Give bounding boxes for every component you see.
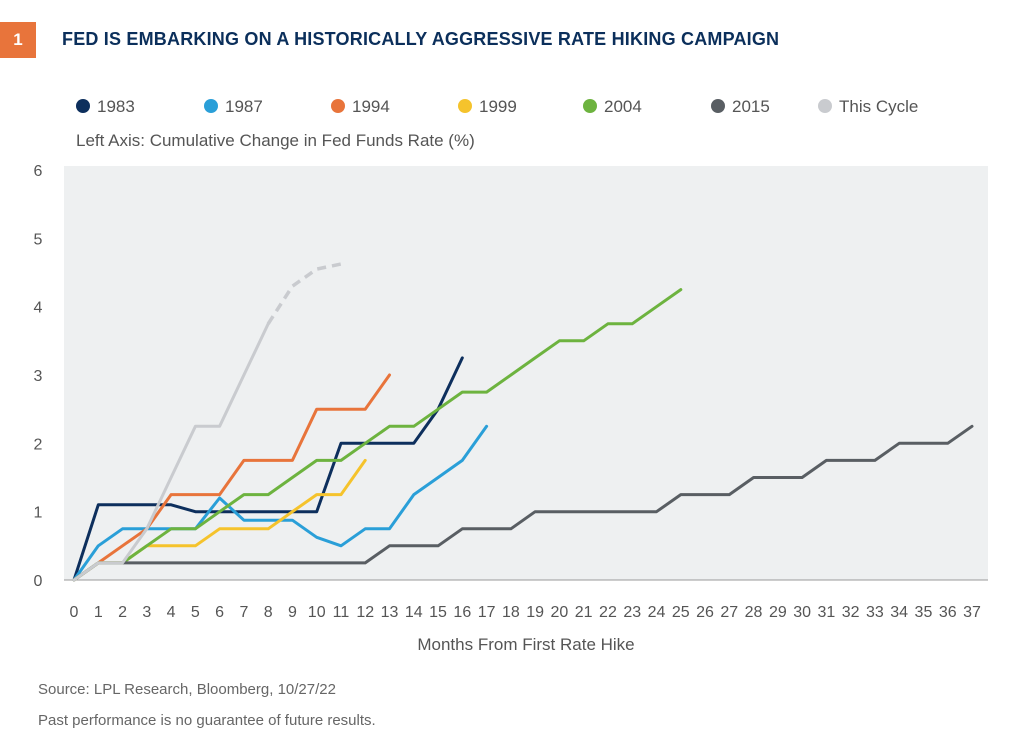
- legend-item-1999: 1999: [458, 97, 517, 116]
- legend-marker: [204, 99, 218, 113]
- x-tick-label: 21: [575, 604, 593, 621]
- x-tick-label: 15: [429, 604, 447, 621]
- y-axis-label: Left Axis: Cumulative Change in Fed Fund…: [76, 131, 475, 150]
- legend-label: This Cycle: [839, 97, 918, 116]
- legend-item-2015: 2015: [711, 97, 770, 116]
- x-tick-label: 27: [720, 604, 738, 621]
- x-tick-label: 18: [502, 604, 520, 621]
- x-tick-label: 12: [356, 604, 374, 621]
- series-line-this-cycle-projected: [266, 262, 342, 325]
- legend-marker: [458, 99, 472, 113]
- y-tick-label: 5: [34, 231, 43, 248]
- x-tick-label: 26: [696, 604, 714, 621]
- x-tick-label: 19: [526, 604, 544, 621]
- legend-label: 2004: [604, 97, 642, 116]
- legend-item-2004: 2004: [583, 97, 642, 116]
- x-tick-label: 30: [793, 604, 811, 621]
- legend-label: 1987: [225, 97, 263, 116]
- x-tick-label: 11: [333, 604, 350, 621]
- x-tick-label: 3: [142, 604, 151, 621]
- disclaimer-note: Past performance is no guarantee of futu…: [38, 712, 376, 729]
- x-tick-label: 4: [167, 604, 176, 621]
- x-tick-label: 8: [264, 604, 273, 621]
- legend-marker: [583, 99, 597, 113]
- x-axis-label: Months From First Rate Hike: [417, 635, 634, 654]
- x-tick-label: 22: [599, 604, 617, 621]
- x-tick-label: 9: [288, 604, 297, 621]
- x-tick-label: 28: [745, 604, 763, 621]
- legend-item-1994: 1994: [331, 97, 390, 116]
- x-tick-label: 23: [623, 604, 641, 621]
- x-tick-label: 13: [381, 604, 399, 621]
- x-tick-label: 34: [890, 604, 908, 621]
- x-tick-label: 14: [405, 604, 423, 621]
- x-tick-label: 33: [866, 604, 884, 621]
- x-tick-label: 31: [817, 604, 835, 621]
- y-axis-ticks: 0 1 2 3 4 5 6: [34, 163, 43, 590]
- series-lines: [72, 262, 974, 582]
- y-tick-label: 4: [34, 300, 43, 317]
- legend-label: 1983: [97, 97, 135, 116]
- x-tick-label: 36: [939, 604, 957, 621]
- legend: 1983 1987 1994 1999 2004 2015 This Cycle: [76, 97, 918, 116]
- series-line-1994: [72, 373, 391, 582]
- x-tick-label: 17: [478, 604, 496, 621]
- x-axis-ticks: 0 1 2 3 4 5 6 7 8 9 10 11 12 13 14 15 16 17 18 19 20 21 22 23 24…: [70, 604, 981, 621]
- source-note: Source: LPL Research, Bloomberg, 10/27/2…: [38, 681, 336, 698]
- x-tick-label: 32: [842, 604, 860, 621]
- x-tick-label: 10: [308, 604, 326, 621]
- x-tick-label: 24: [648, 604, 666, 621]
- legend-marker: [331, 99, 345, 113]
- y-tick-label: 3: [34, 368, 43, 385]
- x-tick-label: 20: [551, 604, 569, 621]
- x-tick-label: 0: [70, 604, 79, 621]
- series-line-2015: [72, 424, 974, 582]
- x-tick-label: 1: [94, 604, 103, 621]
- legend-label: 1994: [352, 97, 390, 116]
- x-tick-label: 16: [453, 604, 471, 621]
- x-tick-label: 5: [191, 604, 200, 621]
- series-line-1983: [72, 356, 464, 582]
- y-tick-label: 6: [34, 163, 43, 180]
- legend-marker: [818, 99, 832, 113]
- chart-title: FED IS EMBARKING ON A HISTORICALLY AGGRE…: [62, 29, 780, 49]
- x-tick-label: 25: [672, 604, 690, 621]
- legend-marker: [711, 99, 725, 113]
- series-line-2004: [72, 288, 683, 582]
- x-tick-label: 35: [915, 604, 933, 621]
- x-tick-label: 2: [118, 604, 127, 621]
- series-line-this-cycle: [72, 322, 270, 582]
- x-tick-label: 7: [239, 604, 248, 621]
- x-tick-label: 6: [215, 604, 224, 621]
- legend-item-1987: 1987: [204, 97, 263, 116]
- y-tick-label: 0: [34, 573, 43, 590]
- legend-item-this-cycle: This Cycle: [818, 97, 918, 116]
- line-chart: 1983 1987 1994 1999 2004 2015 This Cycle Left …: [34, 97, 988, 654]
- y-tick-label: 1: [34, 505, 43, 522]
- y-tick-label: 2: [34, 436, 43, 453]
- legend-item-1983: 1983: [76, 97, 135, 116]
- x-tick-label: 37: [963, 604, 981, 621]
- legend-label: 1999: [479, 97, 517, 116]
- figure-number-badge: 1: [0, 22, 36, 58]
- x-tick-label: 29: [769, 604, 787, 621]
- legend-label: 2015: [732, 97, 770, 116]
- legend-marker: [76, 99, 90, 113]
